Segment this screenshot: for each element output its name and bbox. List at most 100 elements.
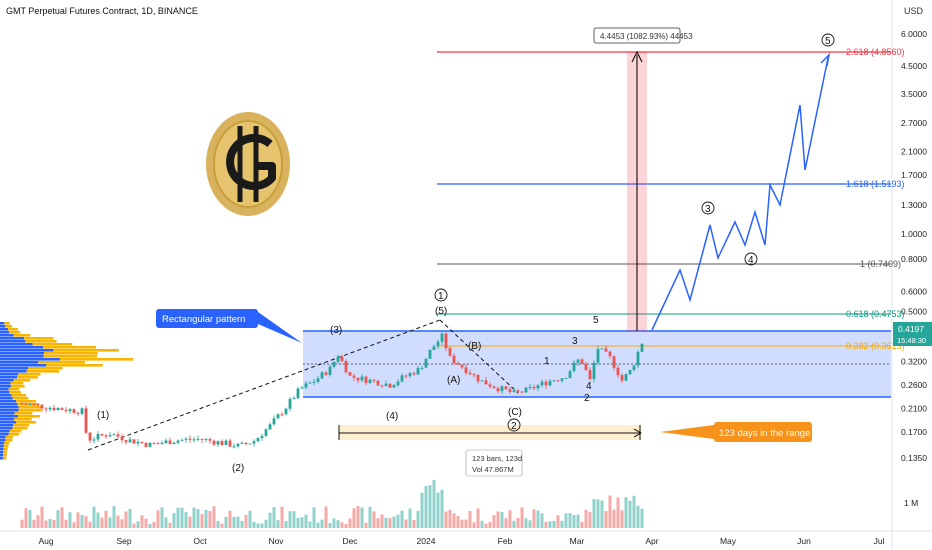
candle-body bbox=[172, 442, 176, 445]
volume-bar bbox=[76, 512, 80, 528]
volume-bar bbox=[24, 508, 28, 528]
candle-body bbox=[440, 333, 444, 342]
price-tick-6: 1.3000 bbox=[901, 200, 927, 210]
price-tick-3: 2.7000 bbox=[901, 118, 927, 128]
candle-body bbox=[224, 440, 228, 445]
candle-body bbox=[444, 333, 448, 349]
volume-bar bbox=[288, 511, 292, 528]
currency-label: USD bbox=[904, 6, 924, 16]
volume-bar bbox=[452, 513, 456, 528]
time-tick-10: Jun bbox=[797, 536, 811, 546]
candle-body bbox=[544, 381, 548, 386]
profile-bar-blue bbox=[0, 346, 44, 349]
candle-body bbox=[264, 429, 268, 436]
candle-body bbox=[312, 381, 316, 383]
volume-bar bbox=[344, 523, 348, 528]
volume-bar bbox=[544, 521, 548, 528]
volume-bar bbox=[508, 510, 512, 528]
candle-body bbox=[520, 391, 524, 393]
candle-body bbox=[428, 350, 432, 359]
wave-label-a: (A) bbox=[447, 375, 460, 386]
candle-body bbox=[196, 438, 200, 440]
circled-wave-1-ring bbox=[434, 288, 448, 302]
volume-bar bbox=[88, 521, 92, 528]
profile-bar-amber bbox=[8, 328, 18, 331]
volume-bar bbox=[188, 516, 192, 528]
wave-label-b: (B) bbox=[468, 341, 481, 352]
volume-bar bbox=[64, 519, 68, 528]
volume-bar bbox=[248, 510, 252, 528]
price-tick-0: 6.0000 bbox=[901, 29, 927, 39]
profile-bar-amber bbox=[17, 403, 39, 406]
volume-bar bbox=[220, 523, 224, 528]
volume-bar bbox=[404, 519, 408, 528]
candle-body bbox=[28, 404, 32, 406]
sub-wave-4: 4 bbox=[586, 381, 592, 392]
volume-bar bbox=[168, 522, 172, 528]
price-tick-9: 0.6000 bbox=[901, 286, 927, 296]
profile-bar-amber bbox=[26, 370, 60, 373]
candle-body bbox=[76, 412, 80, 414]
price-tick-2: 3.5000 bbox=[901, 89, 927, 99]
volume-bar bbox=[156, 510, 160, 528]
volume-bar bbox=[520, 507, 524, 528]
time-axis[interactable]: Aug Sep Oct Nov Dec 2024 Feb Mar Apr May Jun Jul bbox=[38, 536, 884, 546]
profile-bar-blue bbox=[0, 430, 10, 433]
volume-bar bbox=[136, 521, 140, 528]
range-callout-pointer bbox=[660, 425, 714, 439]
circled-wave-2-ring bbox=[507, 418, 521, 432]
volume-bar bbox=[184, 511, 188, 528]
candle-body bbox=[560, 378, 564, 381]
wave-label-1: (1) bbox=[97, 410, 109, 421]
profile-bar-blue bbox=[0, 415, 18, 418]
candle-body bbox=[372, 379, 376, 381]
volume-bar bbox=[580, 521, 584, 528]
profile-bar-blue bbox=[0, 406, 19, 409]
candle-body bbox=[212, 440, 216, 445]
profile-bar-amber bbox=[13, 424, 29, 427]
candle-body bbox=[576, 359, 580, 363]
price-axis[interactable]: 6.0000 4.5000 3.5000 2.7000 2.1000 1.7000 1.30… bbox=[901, 29, 927, 463]
volume-bar bbox=[552, 521, 556, 528]
candle-body bbox=[460, 364, 464, 368]
candle-body bbox=[120, 436, 124, 441]
volume-bar bbox=[484, 523, 488, 528]
candle-body bbox=[200, 438, 204, 440]
candle-body bbox=[164, 440, 168, 443]
candle-body bbox=[304, 383, 308, 388]
price-tick-7: 1.0000 bbox=[901, 229, 927, 239]
profile-bar-blue bbox=[0, 409, 19, 412]
profile-bar-amber bbox=[3, 445, 9, 448]
fib-0382-label: 0.382 (0.3613) bbox=[846, 341, 905, 351]
volume-bar bbox=[328, 523, 332, 528]
candle-body bbox=[352, 375, 356, 378]
candle-body bbox=[356, 377, 360, 381]
profile-bar-blue bbox=[0, 388, 9, 391]
volume-bar bbox=[372, 511, 376, 528]
volume-bar bbox=[548, 521, 552, 528]
volume-bar bbox=[52, 519, 56, 528]
circled-wave-4: 4 bbox=[748, 255, 754, 266]
candle-body bbox=[580, 359, 584, 364]
profile-bar-blue bbox=[0, 343, 33, 346]
circled-wave-5: 5 bbox=[825, 36, 831, 47]
time-tick-0: Aug bbox=[38, 536, 53, 546]
volume-bar bbox=[444, 511, 448, 528]
candle-body bbox=[528, 386, 532, 388]
time-tick-3: Nov bbox=[268, 536, 284, 546]
candle-body bbox=[180, 439, 184, 441]
volume-bar bbox=[480, 520, 484, 528]
candle-body bbox=[92, 439, 96, 441]
volume-bar bbox=[448, 509, 452, 528]
fib-2618-label: 2.618 (4.8560) bbox=[846, 47, 905, 57]
candle-body bbox=[608, 351, 612, 357]
candle-body bbox=[124, 440, 128, 443]
profile-bar-blue bbox=[0, 349, 54, 352]
candle-body bbox=[628, 369, 632, 375]
candle-body bbox=[536, 385, 540, 389]
profile-bar-amber bbox=[4, 322, 10, 325]
range-callout-text: 123 days in the range bbox=[719, 428, 810, 439]
candle-body bbox=[276, 414, 280, 419]
candle-body bbox=[552, 380, 556, 382]
